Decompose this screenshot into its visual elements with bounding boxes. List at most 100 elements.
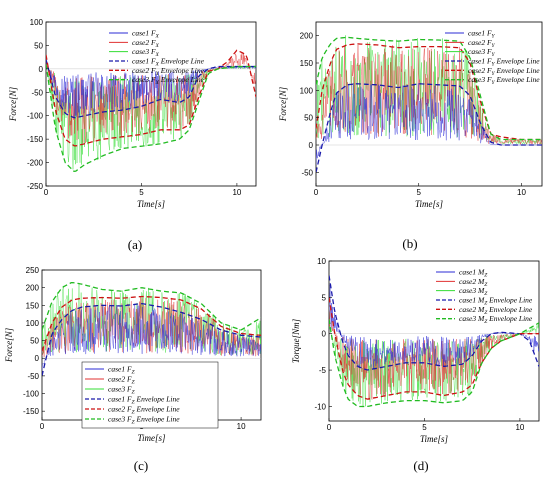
x-axis-label: Time[s] [415, 199, 444, 209]
legend-entry: case2 FZ Envelope Line [108, 405, 180, 416]
x-tick-label: 10 [517, 188, 526, 197]
y-tick-label: 100 [30, 18, 44, 27]
y-tick-label: -50 [301, 168, 313, 177]
legend-entry: case2 FY [468, 38, 496, 49]
y-tick-label: -50 [31, 88, 43, 97]
y-tick-label: 100 [26, 319, 40, 328]
envelope-line [46, 64, 256, 172]
legend-entry: case1 FX [132, 29, 160, 40]
y-axis-label: Force[N] [4, 327, 14, 363]
envelope-line [42, 303, 261, 377]
legend-entry: case1 MZ [459, 268, 488, 279]
envelope-line [42, 295, 261, 352]
x-tick-label: 5 [422, 423, 427, 432]
y-tick-label: 250 [26, 266, 40, 275]
x-axis-label: Time[s] [420, 434, 449, 444]
y-tick-label: 50 [34, 41, 43, 50]
legend-entry: case3 FZ Envelope Line [108, 415, 180, 426]
y-tick-label: 0 [39, 65, 44, 74]
raw-series-line [42, 304, 261, 372]
y-tick-label: -200 [27, 159, 44, 168]
y-tick-label: -150 [23, 407, 40, 416]
legend-entry: case3 MZ [459, 286, 488, 297]
x-tick-label: 0 [327, 423, 332, 432]
y-tick-label: -100 [23, 390, 40, 399]
envelope-line [316, 43, 542, 141]
legend-entry: case1 FX Envelope Line [132, 57, 205, 68]
raw-series-line [316, 83, 542, 166]
legend-entry: case2 MZ Envelope Line [459, 305, 533, 316]
y-tick-label: -50 [27, 372, 39, 381]
legend-entry: case1 FZ Envelope Line [108, 395, 180, 406]
y-tick-label: 100 [300, 86, 314, 95]
plot-frame [328, 260, 540, 422]
panel-label: (d) [413, 458, 428, 473]
y-tick-label: 10 [317, 257, 326, 266]
envelope-line [329, 319, 539, 408]
x-tick-label: 0 [44, 188, 49, 197]
legend-entry: case1 FZ [108, 365, 136, 376]
legend-entry: case1 FY Envelope Line [468, 57, 540, 68]
chart-panel-a: 0 5 10 100 50 0 -50 -100 -150 -200 -250 Time[s] Forc… [8, 18, 257, 252]
y-axis-label: Force[N] [8, 86, 18, 122]
y-tick-label: 50 [304, 114, 313, 123]
legend-entry: case2 FX [132, 38, 160, 49]
y-tick-label: -150 [27, 135, 44, 144]
legend-box [81, 361, 219, 429]
raw-signals [42, 283, 261, 372]
y-tick-label: 0 [35, 354, 40, 363]
y-tick-label: 0 [309, 141, 314, 150]
legend-entry: case1 MZ Envelope Line [459, 296, 533, 307]
panel-label: (b) [402, 236, 417, 251]
x-tick-label: 5 [139, 188, 144, 197]
y-tick-label: 200 [300, 32, 314, 41]
x-tick-label: 0 [40, 422, 45, 431]
x-axis-label: Time[s] [137, 433, 166, 443]
envelope-line [316, 83, 542, 173]
y-tick-label: 5 [322, 293, 327, 302]
envelope-line [46, 59, 256, 119]
x-axis-label: Time[s] [137, 199, 166, 209]
x-tick-label: 10 [237, 422, 246, 431]
legend-entry: case3 FY Envelope Line [468, 75, 540, 86]
raw-series-line [42, 296, 261, 358]
raw-series-line [316, 35, 542, 146]
panel-label: (c) [134, 458, 148, 473]
legend-entry: case2 FX Envelope Line [132, 66, 205, 77]
plot-frame [315, 21, 543, 187]
legend-entry: case1 FY [468, 29, 496, 40]
y-tick-label: 0 [322, 330, 327, 339]
y-axis-label: Force[N] [278, 86, 288, 122]
y-tick-label: -100 [27, 112, 44, 121]
envelope-line [316, 36, 542, 141]
y-tick-label: -5 [319, 366, 327, 375]
legend-entry: case2 FY Envelope Line [468, 66, 540, 77]
chart-panel-b: 0 5 10 200 150 100 50 0 -50 Time[s] Force[N] case1 … [278, 21, 543, 251]
x-tick-label: 10 [515, 423, 524, 432]
raw-signals [316, 35, 542, 166]
y-tick-label: -250 [27, 182, 44, 191]
legend-entry: case2 FZ [108, 375, 136, 386]
x-tick-label: 5 [417, 188, 422, 197]
raw-series-line [329, 307, 539, 401]
x-tick-label: 10 [232, 188, 241, 197]
y-tick-label: 200 [26, 284, 40, 293]
envelope-line [46, 49, 256, 147]
legend-entry: case3 MZ Envelope Line [459, 314, 533, 325]
envelope-line [329, 275, 539, 371]
legend-entry: case3 FZ [108, 385, 136, 396]
legend-entry: case3 FX Envelope Line [132, 75, 205, 86]
y-tick-label: -10 [314, 402, 326, 411]
y-tick-label: 50 [30, 337, 39, 346]
chart-panel-d: 0 5 10 10 5 0 -5 -10 Time[s] Torque[Nm] case1 MZ ca… [291, 257, 540, 473]
chart-panel-c: 0510250200150100500-50-100-150Time[s]For… [4, 266, 262, 473]
plot-frame [45, 21, 257, 187]
legend-entry: case3 FX [132, 47, 160, 58]
y-axis-label: Torque[Nm] [291, 318, 301, 363]
y-tick-label: 150 [300, 59, 314, 68]
x-tick-label: 0 [314, 188, 319, 197]
